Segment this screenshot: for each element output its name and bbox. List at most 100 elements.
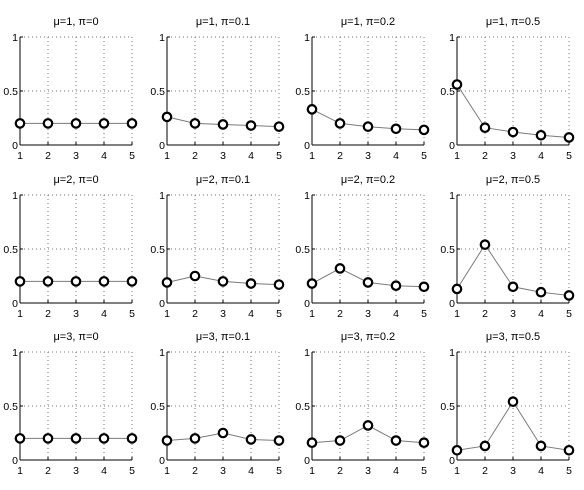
x-tick-label: 1 xyxy=(309,150,315,162)
x-tick-label: 5 xyxy=(421,150,427,162)
x-tick-label: 1 xyxy=(454,150,460,162)
data-point xyxy=(42,433,54,444)
y-tick-label: 0 xyxy=(449,140,455,152)
data-point xyxy=(14,433,26,444)
x-tick-label: 1 xyxy=(17,465,23,477)
data-point xyxy=(563,290,575,301)
subplot-2-2: μ=2, π=0.1 1 2 3 4 5 0 0.5 1 xyxy=(150,174,285,320)
data-point xyxy=(306,104,318,115)
data-point xyxy=(161,435,173,446)
data-point xyxy=(451,444,463,456)
data-point xyxy=(334,118,346,129)
x-tick-label: 5 xyxy=(276,150,282,162)
x-tick-label: 5 xyxy=(276,465,282,477)
data-point xyxy=(507,126,519,138)
y-tick-label: 0.5 xyxy=(295,86,310,98)
data-point xyxy=(70,433,82,444)
subplot-title: μ=2, π=0 xyxy=(53,174,98,186)
x-tick-label: 1 xyxy=(454,308,460,320)
data-point xyxy=(535,440,547,452)
y-tick-label: 0.5 xyxy=(150,86,165,98)
subplot-title: μ=1, π=0.1 xyxy=(196,16,250,28)
data-point xyxy=(42,118,54,129)
y-tick-label: 1 xyxy=(304,190,310,202)
x-tick-label: 4 xyxy=(393,465,399,477)
data-point xyxy=(390,123,402,135)
x-tick-label: 1 xyxy=(17,308,23,320)
data-point xyxy=(98,118,110,129)
x-tick-label: 2 xyxy=(482,308,488,320)
y-tick-label: 1 xyxy=(449,32,455,44)
data-point xyxy=(479,122,491,134)
y-tick-label: 1 xyxy=(159,347,165,359)
x-tick-label: 2 xyxy=(337,465,343,477)
x-tick-label: 5 xyxy=(566,150,572,162)
x-tick-label: 1 xyxy=(309,465,315,477)
y-tick-label: 0.5 xyxy=(3,244,18,256)
data-point xyxy=(390,435,402,446)
x-tick-label: 2 xyxy=(45,150,51,162)
data-point xyxy=(161,111,173,123)
x-tick-label: 4 xyxy=(538,150,544,162)
y-tick-label: 1 xyxy=(12,32,18,44)
data-point xyxy=(273,435,285,446)
y-tick-label: 0 xyxy=(159,140,165,152)
x-tick-label: 3 xyxy=(73,308,79,320)
x-tick-label: 4 xyxy=(393,308,399,320)
x-tick-label: 2 xyxy=(482,465,488,477)
data-point xyxy=(479,440,491,452)
data-point xyxy=(98,433,110,444)
data-point xyxy=(334,435,346,446)
x-tick-label: 4 xyxy=(538,465,544,477)
x-tick-label: 4 xyxy=(393,150,399,162)
x-tick-label: 3 xyxy=(365,150,371,162)
subplot-3-4: μ=3, π=0.5 1 2 3 4 5 0 0.5 1 xyxy=(440,331,575,477)
data-point xyxy=(507,281,519,293)
data-point xyxy=(479,239,491,250)
subplot-1-1: μ=1, π=0 1 2 3 4 5 0 0.5 1 xyxy=(3,16,138,162)
subplot-title: μ=1, π=0.2 xyxy=(341,16,395,28)
y-tick-label: 0.5 xyxy=(3,401,18,413)
x-tick-label: 5 xyxy=(566,465,572,477)
data-point xyxy=(334,263,346,274)
x-tick-label: 5 xyxy=(129,308,135,320)
subplot-title: μ=2, π=0.5 xyxy=(486,174,540,186)
y-tick-label: 0.5 xyxy=(150,244,165,256)
data-point xyxy=(306,437,318,449)
x-tick-label: 4 xyxy=(248,308,254,320)
data-point xyxy=(14,276,26,287)
x-tick-label: 2 xyxy=(192,308,198,320)
subplot-title: μ=3, π=0 xyxy=(53,331,98,343)
data-point xyxy=(418,281,430,293)
x-tick-label: 4 xyxy=(101,150,107,162)
subplot-title: μ=3, π=0.5 xyxy=(486,331,540,343)
data-point xyxy=(418,124,430,136)
data-point xyxy=(70,118,82,129)
x-tick-label: 1 xyxy=(164,308,170,320)
subplot-title: μ=1, π=0 xyxy=(53,16,98,28)
data-point xyxy=(451,283,463,295)
x-tick-label: 4 xyxy=(248,465,254,477)
subplot-title: μ=2, π=0.2 xyxy=(341,174,395,186)
data-point xyxy=(306,278,318,289)
subplot-2-3: μ=2, π=0.2 1 2 3 4 5 0 0.5 1 xyxy=(295,174,430,320)
data-point xyxy=(451,79,463,90)
data-point xyxy=(217,119,229,130)
x-tick-label: 5 xyxy=(421,308,427,320)
y-tick-label: 0.5 xyxy=(440,244,455,256)
subplot-1-2: μ=1, π=0.1 1 2 3 4 5 0 0.5 1 xyxy=(150,16,285,162)
x-tick-label: 2 xyxy=(192,465,198,477)
x-tick-label: 1 xyxy=(164,150,170,162)
y-tick-label: 0.5 xyxy=(295,244,310,256)
y-tick-label: 0 xyxy=(12,298,18,310)
data-point xyxy=(70,276,82,287)
y-tick-label: 1 xyxy=(304,32,310,44)
data-point xyxy=(563,132,575,143)
data-point xyxy=(273,121,285,132)
subplot-3-3: μ=3, π=0.2 1 2 3 4 5 0 0.5 1 xyxy=(295,331,430,477)
y-tick-label: 0 xyxy=(12,140,18,152)
x-tick-label: 2 xyxy=(45,465,51,477)
data-point xyxy=(189,270,201,282)
data-point xyxy=(217,427,229,439)
y-tick-label: 0.5 xyxy=(150,401,165,413)
